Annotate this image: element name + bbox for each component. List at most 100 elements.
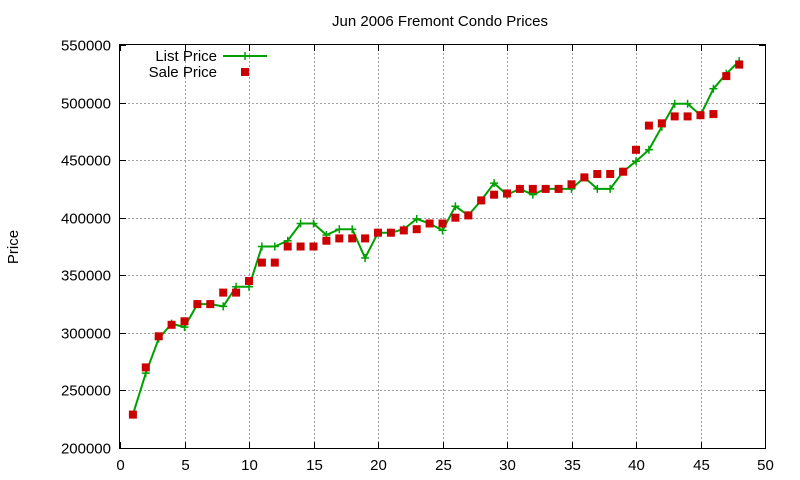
- sale-price-point: [425, 219, 434, 228]
- x-tick-label: 35: [564, 457, 581, 474]
- list-price-point: [257, 242, 266, 251]
- x-tick-label: 30: [499, 457, 516, 474]
- sale-price-point: [683, 112, 692, 121]
- sale-price-point: [257, 258, 266, 267]
- x-tick-label: 10: [241, 457, 258, 474]
- sale-price-point: [657, 119, 666, 128]
- list-price-point: [670, 99, 679, 108]
- sale-price-point: [477, 196, 486, 205]
- sale-price-point: [361, 234, 370, 243]
- sale-price-point: [464, 211, 473, 220]
- chart-title: Jun 2006 Fremont Condo Prices: [332, 13, 548, 30]
- sale-price-point: [606, 170, 615, 178]
- y-tick-label: 550000: [61, 38, 111, 55]
- x-axis-tick-labels: 0 5 10 15 20 25 30 35 40 45 50: [116, 457, 774, 474]
- sale-price-point: [322, 236, 331, 245]
- y-tick-label: 400000: [61, 211, 111, 228]
- list-price-point: [219, 302, 228, 311]
- sale-price-point: [670, 112, 679, 121]
- sale-price-point: [503, 189, 511, 198]
- list-price-point: [644, 145, 653, 154]
- sale-price-point: [554, 184, 563, 193]
- sale-price-point: [128, 410, 137, 419]
- x-tick-label: 0: [116, 457, 124, 474]
- sale-price-point: [154, 332, 163, 341]
- x-tick-label: 15: [306, 457, 323, 474]
- list-price-point: [683, 99, 692, 108]
- list-price-point: [438, 226, 447, 235]
- sale-price-point: [193, 300, 202, 309]
- legend-marker-sale-price: [241, 68, 249, 76]
- sale-price-point: [722, 72, 731, 81]
- sale-price-point: [167, 320, 176, 329]
- sale-price-point: [180, 317, 189, 326]
- sale-price-point: [438, 219, 447, 228]
- sale-price-point: [515, 184, 524, 193]
- sale-price-point: [580, 173, 589, 182]
- list-price-point: [709, 84, 718, 93]
- y-tick-label: 300000: [61, 326, 111, 343]
- list-price-point: [361, 254, 370, 263]
- list-price-point: [593, 184, 602, 193]
- plot-frame: [119, 44, 766, 449]
- list-price-point: [606, 184, 615, 193]
- x-tick-label: 5: [181, 457, 189, 474]
- x-tick-label: 45: [693, 457, 710, 474]
- y-axis-label: Price: [5, 230, 22, 264]
- x-tick-label: 25: [435, 457, 452, 474]
- sale-price-point: [451, 213, 460, 222]
- list-price-point: [348, 225, 357, 234]
- y-axis-tick-labels: 200000 250000 300000 350000 400000 450000 5000…: [61, 38, 111, 458]
- sale-price-point: [219, 288, 228, 297]
- sale-price-point: [386, 228, 395, 237]
- x-tick-label: 20: [370, 457, 387, 474]
- legend-marker-list-price: [241, 52, 249, 60]
- sale-price-point: [245, 277, 253, 285]
- sale-price-point: [296, 242, 305, 251]
- y-tick-label: 200000: [61, 441, 111, 458]
- series-layer: [128, 57, 744, 419]
- sale-price-point: [141, 363, 150, 372]
- y-tick-label: 350000: [61, 268, 111, 285]
- list-price-point: [309, 219, 318, 228]
- list-price-point: [451, 202, 460, 211]
- sale-price-point: [593, 170, 602, 178]
- legend-label-sale-price: Sale Price: [149, 64, 217, 81]
- sale-price-point: [490, 190, 499, 199]
- x-tick-label: 50: [757, 457, 774, 474]
- sale-price-point: [399, 226, 408, 235]
- sale-price-point: [232, 288, 241, 297]
- y-tick-label: 250000: [61, 383, 111, 400]
- sale-price-point: [283, 242, 292, 251]
- list-price-point: [412, 214, 421, 223]
- sale-price-point: [709, 110, 718, 119]
- sale-price-point: [644, 121, 653, 130]
- sale-price-point: [619, 167, 628, 176]
- sale-price-point: [206, 300, 215, 309]
- legend: List Price Sale Price: [149, 48, 267, 81]
- list-price-point: [490, 179, 499, 188]
- list-price-point: [335, 225, 344, 234]
- sale-price-point: [541, 184, 550, 193]
- list-price-point: [632, 157, 640, 166]
- list-price-point: [270, 242, 279, 251]
- sale-price-point: [528, 184, 537, 193]
- sale-price-point: [567, 180, 576, 189]
- sale-price-point: [335, 234, 344, 243]
- axis-ticks: [120, 45, 766, 449]
- legend-label-list-price: List Price: [155, 48, 217, 65]
- list-price-point: [296, 219, 305, 228]
- x-tick-label: 40: [628, 457, 645, 474]
- sale-price-point: [270, 258, 279, 267]
- sale-price-point: [412, 225, 421, 234]
- sale-price-point: [348, 234, 357, 243]
- sale-price-point: [735, 60, 744, 69]
- sale-price-point: [632, 145, 640, 154]
- y-tick-label: 450000: [61, 153, 111, 170]
- sale-price-point: [696, 111, 705, 120]
- y-tick-label: 500000: [61, 96, 111, 113]
- sale-price-point: [309, 242, 318, 251]
- sale-price-point: [374, 228, 382, 237]
